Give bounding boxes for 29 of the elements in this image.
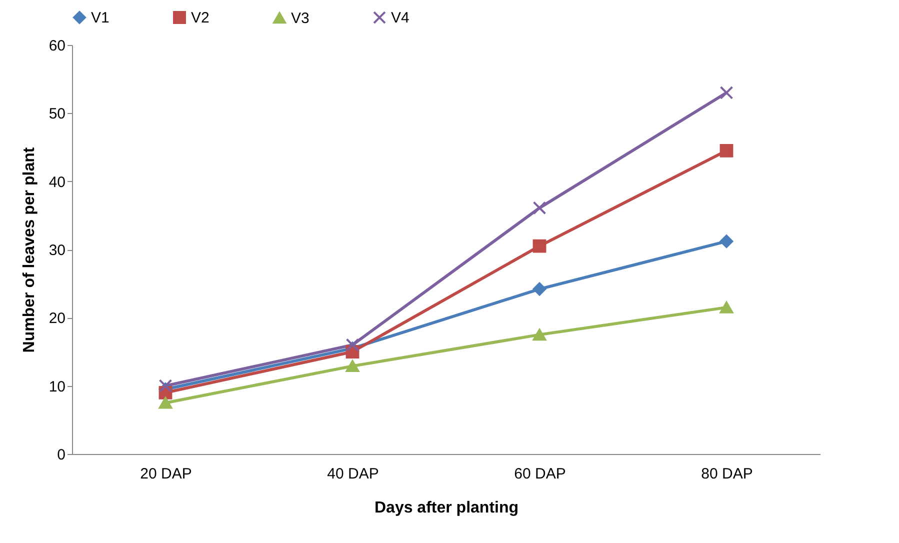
y-tick-label: 50 bbox=[48, 106, 66, 123]
legend-label: V1 bbox=[91, 10, 110, 27]
point bbox=[720, 234, 734, 248]
legend-label: V3 bbox=[291, 10, 310, 27]
legend-label: V2 bbox=[191, 10, 210, 27]
point bbox=[346, 360, 360, 372]
x-tick-label: 20 DAP bbox=[140, 466, 192, 482]
x-tick-label: 60 DAP bbox=[514, 466, 566, 482]
y-tick-label: 20 bbox=[48, 310, 66, 328]
point bbox=[346, 338, 360, 352]
y-tick-label: 0 bbox=[57, 446, 66, 464]
point bbox=[532, 328, 546, 341]
point bbox=[532, 282, 546, 296]
x-tick-label: 40 DAP bbox=[327, 466, 379, 482]
point bbox=[158, 396, 172, 409]
legend-label: V4 bbox=[391, 10, 410, 27]
y-tick-label: 10 bbox=[48, 378, 66, 396]
y-axis-title: Number of leaves per plant bbox=[20, 146, 38, 353]
x-axis-title: Days after planting bbox=[374, 500, 519, 516]
y-tick-label: 40 bbox=[48, 174, 66, 191]
point bbox=[720, 302, 734, 314]
y-tick-label: 30 bbox=[48, 242, 66, 259]
y-tick-label: 60 bbox=[48, 38, 66, 54]
point bbox=[720, 86, 734, 100]
point bbox=[532, 201, 546, 215]
point bbox=[720, 144, 734, 158]
point bbox=[532, 239, 546, 253]
x-tick-label: 80 DAP bbox=[701, 466, 753, 482]
point bbox=[158, 379, 172, 393]
